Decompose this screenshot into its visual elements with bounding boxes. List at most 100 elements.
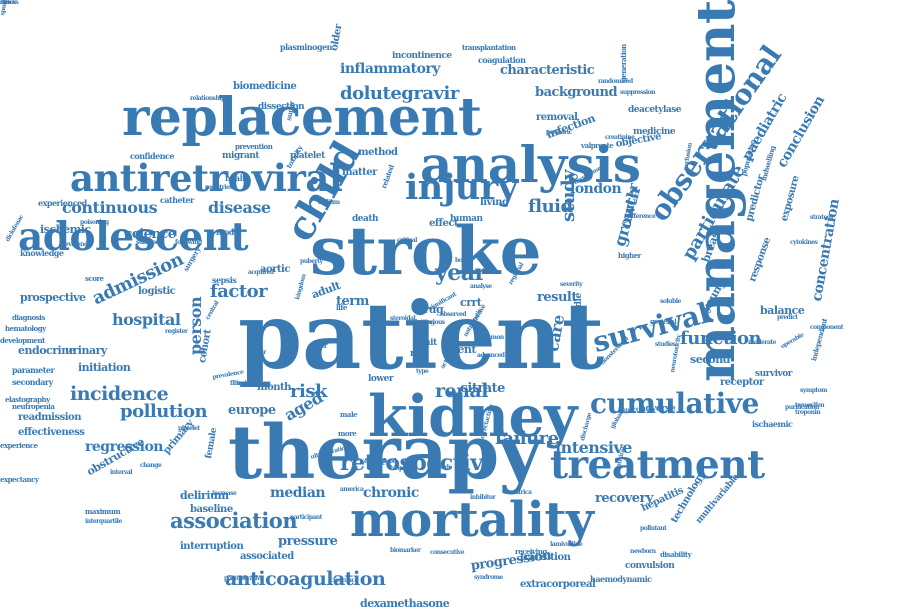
cloud-word: biomedicine [233,81,297,92]
cloud-word: knowledge [20,248,64,258]
cloud-word: readmission [18,412,81,423]
cloud-word: interruption [180,541,244,552]
cloud-word: purification [785,404,819,411]
cloud-word: blood [380,458,397,465]
cloud-word: pollutant [640,525,667,532]
cloud-word: poisoning [80,219,109,226]
cloud-word: component [810,324,844,331]
cloud-word: development [0,336,45,345]
cloud-word: evidence [65,241,91,248]
cloud-word: function [680,328,762,349]
cloud-word: inhibitor [470,494,496,501]
cloud-word: term [336,294,369,309]
cloud-word: studies [655,341,676,348]
cloud-word: creatinine [605,134,635,141]
cloud-word: association [170,508,298,533]
cloud-word: ischemic [40,223,91,236]
cloud-word: analyse [470,283,492,290]
cloud-word: difference [626,213,656,220]
cloud-word: background [535,85,618,100]
cloud-word: adverse [640,404,676,414]
cloud-word: kidney [368,383,577,450]
cloud-word: sodium [318,199,340,206]
cloud-word: migrant [222,151,260,161]
cloud-word: stage [367,458,386,467]
cloud-word: disease [208,198,271,217]
cloud-word: suppression [620,89,656,96]
cloud-word: puberty [300,258,323,265]
cloud-word: secondary [12,377,53,387]
cloud-word: incidence [70,383,169,405]
cloud-word: analysis [420,135,641,194]
cloud-word: platelet [178,425,200,432]
cloud-word: event [445,343,476,356]
cloud-word: liver [312,341,328,350]
cloud-word: exposure [779,174,802,223]
cloud-word: unit [418,338,437,348]
cloud-word: illness [0,0,19,6]
cloud-word: consecutive [430,549,465,556]
cloud-word: aortic [260,264,290,275]
cloud-word: biomarker [390,547,421,554]
cloud-word: regression [85,439,163,455]
cloud-word: chronic [363,485,419,501]
cloud-word: balance [760,304,805,317]
cloud-word: sepsis [212,275,237,285]
cloud-word: previous [420,319,445,326]
cloud-word: advanced [477,352,505,359]
cloud-word: transition [520,552,571,563]
cloud-word: operable [779,331,805,351]
cloud-word: interquartile [85,518,122,525]
cloud-word: central [204,299,221,321]
cloud-word: plasminogen [280,42,332,52]
cloud-word: diagnosis [12,313,45,322]
cloud-word: extracorporeal [520,579,596,590]
cloud-word: female [204,427,220,460]
cloud-word: removal [536,112,578,123]
cloud-word: effect [429,218,459,229]
cloud-word: male [340,410,358,419]
cloud-word: living [480,197,509,208]
cloud-word: intensive [555,438,632,457]
cloud-word: stroke [310,212,542,290]
cloud-word: replacement [122,87,482,148]
cloud-word: delirium [180,489,229,502]
cloud-word: model [216,227,242,237]
cloud-word: recovery [595,491,653,506]
cloud-word: type [416,368,429,375]
cloud-word: citrate [460,381,505,396]
cloud-word: therapy [228,410,542,496]
cloud-word: science [125,227,176,242]
cloud-word: patient [238,282,604,390]
cloud-word: pressure [278,534,338,549]
cloud-word: medicine [633,127,676,137]
cloud-word: incontinence [392,51,452,61]
cloud-word: rate [410,349,429,359]
cloud-word: inflammatory [340,61,440,77]
cloud-word: severity [560,281,583,288]
cloud-word: critical [397,237,417,244]
cloud-word: crrt [460,296,482,309]
cloud-word: renal [435,380,488,402]
cloud-word: injury [405,167,518,208]
cloud-word: valproate [581,141,614,150]
cloud-word: increase [212,490,237,497]
cloud-word: observed [440,311,467,318]
cloud-word: score [85,274,104,283]
cloud-word: parameter [12,365,55,375]
cloud-word: elastography [5,395,50,404]
cloud-word: anticoagulation [225,568,386,590]
cloud-word: experienced [38,198,87,208]
cloud-word: clinical [713,264,734,271]
cloud-word: characteristic [500,63,595,78]
cloud-word: endocrine [18,344,76,357]
cloud-word: subtype [136,239,159,246]
cloud-word: body [455,257,469,264]
cloud-word: tamoxifen [795,402,825,409]
cloud-word: generation [619,44,628,82]
cloud-word: treatment [550,442,765,488]
cloud-word: antiretroviral [70,156,343,200]
cloud-word: health [225,173,251,183]
cloud-word: following [175,239,202,246]
